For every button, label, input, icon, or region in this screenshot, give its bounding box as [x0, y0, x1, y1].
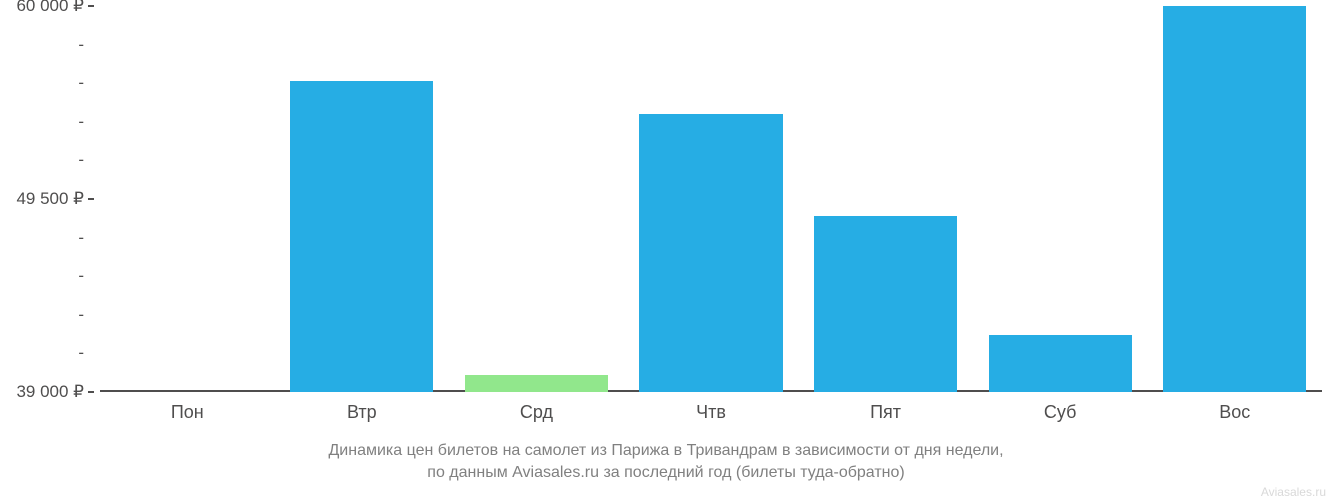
y-axis-minor-tick: - — [78, 150, 84, 170]
x-axis-label: Чтв — [696, 402, 726, 423]
x-axis-label: Вос — [1219, 402, 1250, 423]
bar-slot — [989, 6, 1132, 392]
bar — [1163, 6, 1306, 392]
bar-slot — [465, 6, 608, 392]
y-axis-label: 49 500 ₽ — [16, 189, 84, 209]
bar — [465, 375, 608, 392]
y-axis-minor-tick: - — [78, 305, 84, 325]
caption-line-1: Динамика цен билетов на самолет из Париж… — [328, 442, 1003, 459]
x-axis-label: Суб — [1044, 402, 1077, 423]
x-axis-label: Срд — [520, 402, 553, 423]
y-axis-minor-tick: - — [78, 73, 84, 93]
bar-slot — [814, 6, 957, 392]
y-axis-minor-tick: - — [78, 112, 84, 132]
bar-slot — [639, 6, 782, 392]
bar-slot — [290, 6, 433, 392]
y-axis-minor-tick: - — [78, 343, 84, 363]
y-axis-label: 60 000 ₽ — [16, 0, 84, 16]
chart-caption: Динамика цен билетов на самолет из Париж… — [0, 440, 1332, 483]
bar — [989, 335, 1132, 392]
caption-line-2: по данным Aviasales.ru за последний год … — [427, 464, 904, 481]
y-axis-tick — [88, 198, 94, 200]
y-axis-minor-tick: - — [78, 228, 84, 248]
plot-area — [100, 6, 1322, 392]
y-axis-minor-tick: - — [78, 35, 84, 55]
bar-slot — [1163, 6, 1306, 392]
bar — [814, 216, 957, 392]
bar-slot — [116, 6, 259, 392]
y-axis-tick — [88, 391, 94, 393]
y-axis-label: 39 000 ₽ — [16, 382, 84, 402]
x-axis-label: Втр — [347, 402, 377, 423]
y-axis: 60 000 ₽49 500 ₽39 000 ₽-------- — [0, 6, 100, 392]
x-axis-label: Пон — [171, 402, 204, 423]
y-axis-tick — [88, 5, 94, 7]
watermark: Aviasales.ru — [1261, 485, 1326, 499]
bar — [639, 114, 782, 392]
y-axis-minor-tick: - — [78, 266, 84, 286]
price-by-weekday-chart: 60 000 ₽ 49 500 ₽ 39 000 ₽ - - - - - - - - Пон Втр С… — [0, 0, 1332, 502]
bar — [290, 81, 433, 392]
x-axis-label: Пят — [870, 402, 901, 423]
